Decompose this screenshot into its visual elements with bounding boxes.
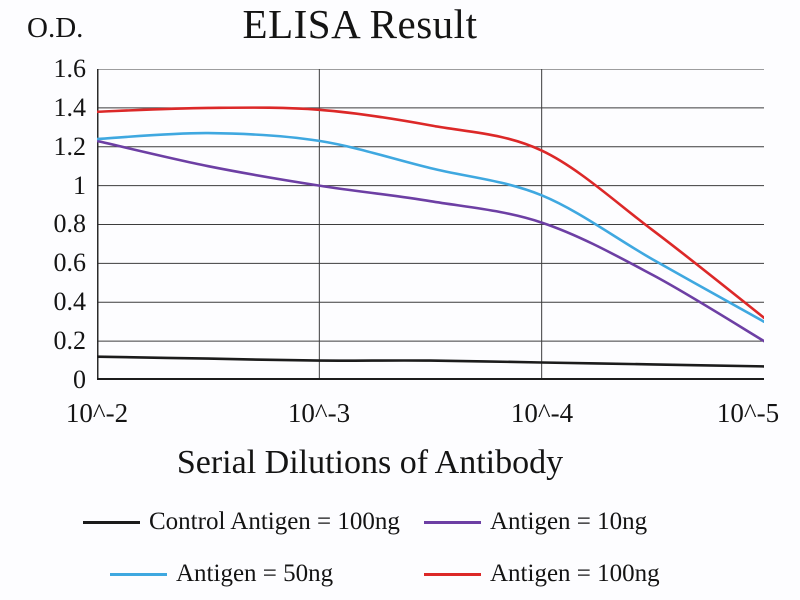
x-tick-label: 10^-2: [65, 398, 129, 428]
y-tick-label: 0.6: [53, 248, 87, 277]
legend-item-antigen-10ng: Antigen = 10ng: [424, 508, 647, 536]
y-tick-label: 0.4: [53, 287, 87, 316]
legend-item-antigen-50ng: Antigen = 50ng: [110, 560, 333, 588]
legend-label: Antigen = 50ng: [176, 560, 334, 587]
legend-label: Antigen = 100ng: [490, 560, 660, 587]
x-tick-label: 10^-5: [716, 398, 780, 428]
y-tick-label: 0.8: [53, 209, 87, 238]
y-tick-label: 1.4: [53, 93, 87, 122]
legend-line-sample: [424, 520, 481, 524]
y-tick-label: 0: [73, 365, 86, 394]
series-line-2: [97, 131, 764, 323]
x-tick-label: 10^-4: [510, 398, 574, 428]
x-axis-label: Serial Dilutions of Antibody: [176, 444, 564, 481]
legend-item-antigen-100ng: Antigen = 100ng: [424, 560, 660, 588]
series-line-3: [97, 106, 764, 320]
chart-title: ELISA Result: [242, 1, 478, 47]
legend-line-sample: [83, 520, 140, 524]
legend-item-control-antigen-100ng: Control Antigen = 100ng: [83, 508, 400, 536]
legend-line-sample: [110, 572, 167, 576]
y-tick-label: 1: [73, 171, 86, 200]
y-tick-label: 0.2: [53, 326, 87, 355]
legend-label: Control Antigen = 100ng: [149, 508, 400, 535]
y-tick-label: 1.6: [53, 54, 87, 83]
y-tick-label: 1.2: [53, 132, 87, 161]
plot-area: [97, 69, 764, 380]
x-tick-label: 10^-3: [287, 398, 351, 428]
series-line-1: [97, 139, 764, 343]
legend-line-sample: [424, 572, 481, 576]
y-axis-label: O.D.: [27, 12, 84, 44]
series-line-0: [97, 355, 764, 368]
legend-label: Antigen = 10ng: [490, 508, 648, 535]
